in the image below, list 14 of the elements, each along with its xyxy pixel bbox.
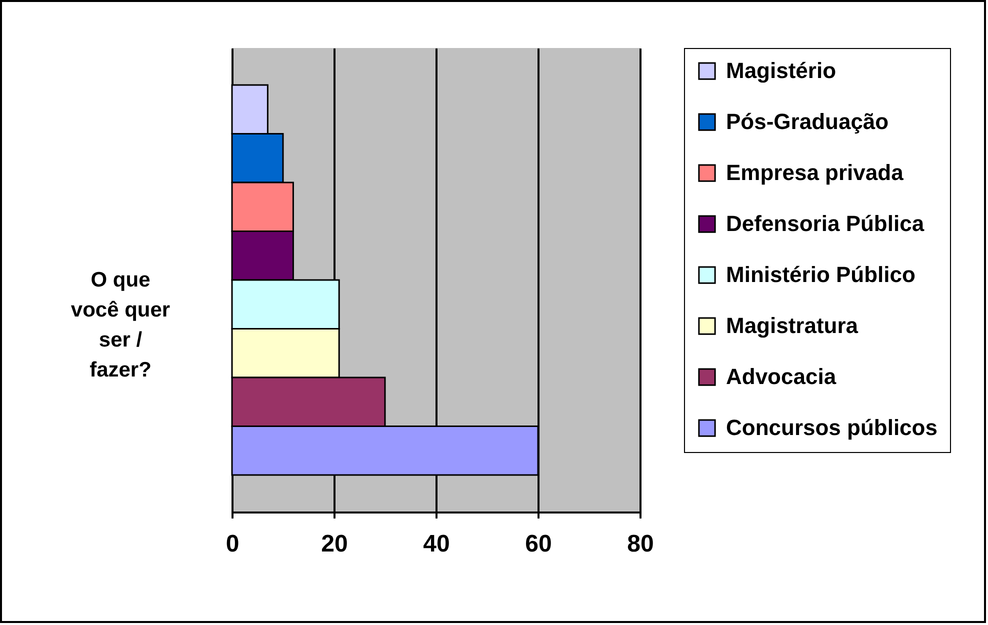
legend-label: Empresa privada [726, 160, 904, 185]
x-tick-label: 40 [423, 530, 450, 558]
x-tick-label: 80 [627, 530, 654, 558]
x-tick-label: 20 [321, 530, 348, 558]
x-tick-label: 60 [525, 530, 552, 558]
legend-label: Concursos públicos [726, 415, 938, 440]
legend-label: Pós-Graduação [726, 109, 889, 134]
legend-label: Magistratura [726, 313, 859, 338]
legend-label: Defensoria Pública [726, 211, 925, 236]
x-tick-label: 0 [226, 530, 240, 558]
legend-label: Magistério [726, 58, 836, 83]
legend-label: Ministério Público [726, 262, 916, 287]
legend-label: Advocacia [726, 364, 837, 389]
y-axis-title: O que você quer ser / fazer? [70, 268, 170, 382]
